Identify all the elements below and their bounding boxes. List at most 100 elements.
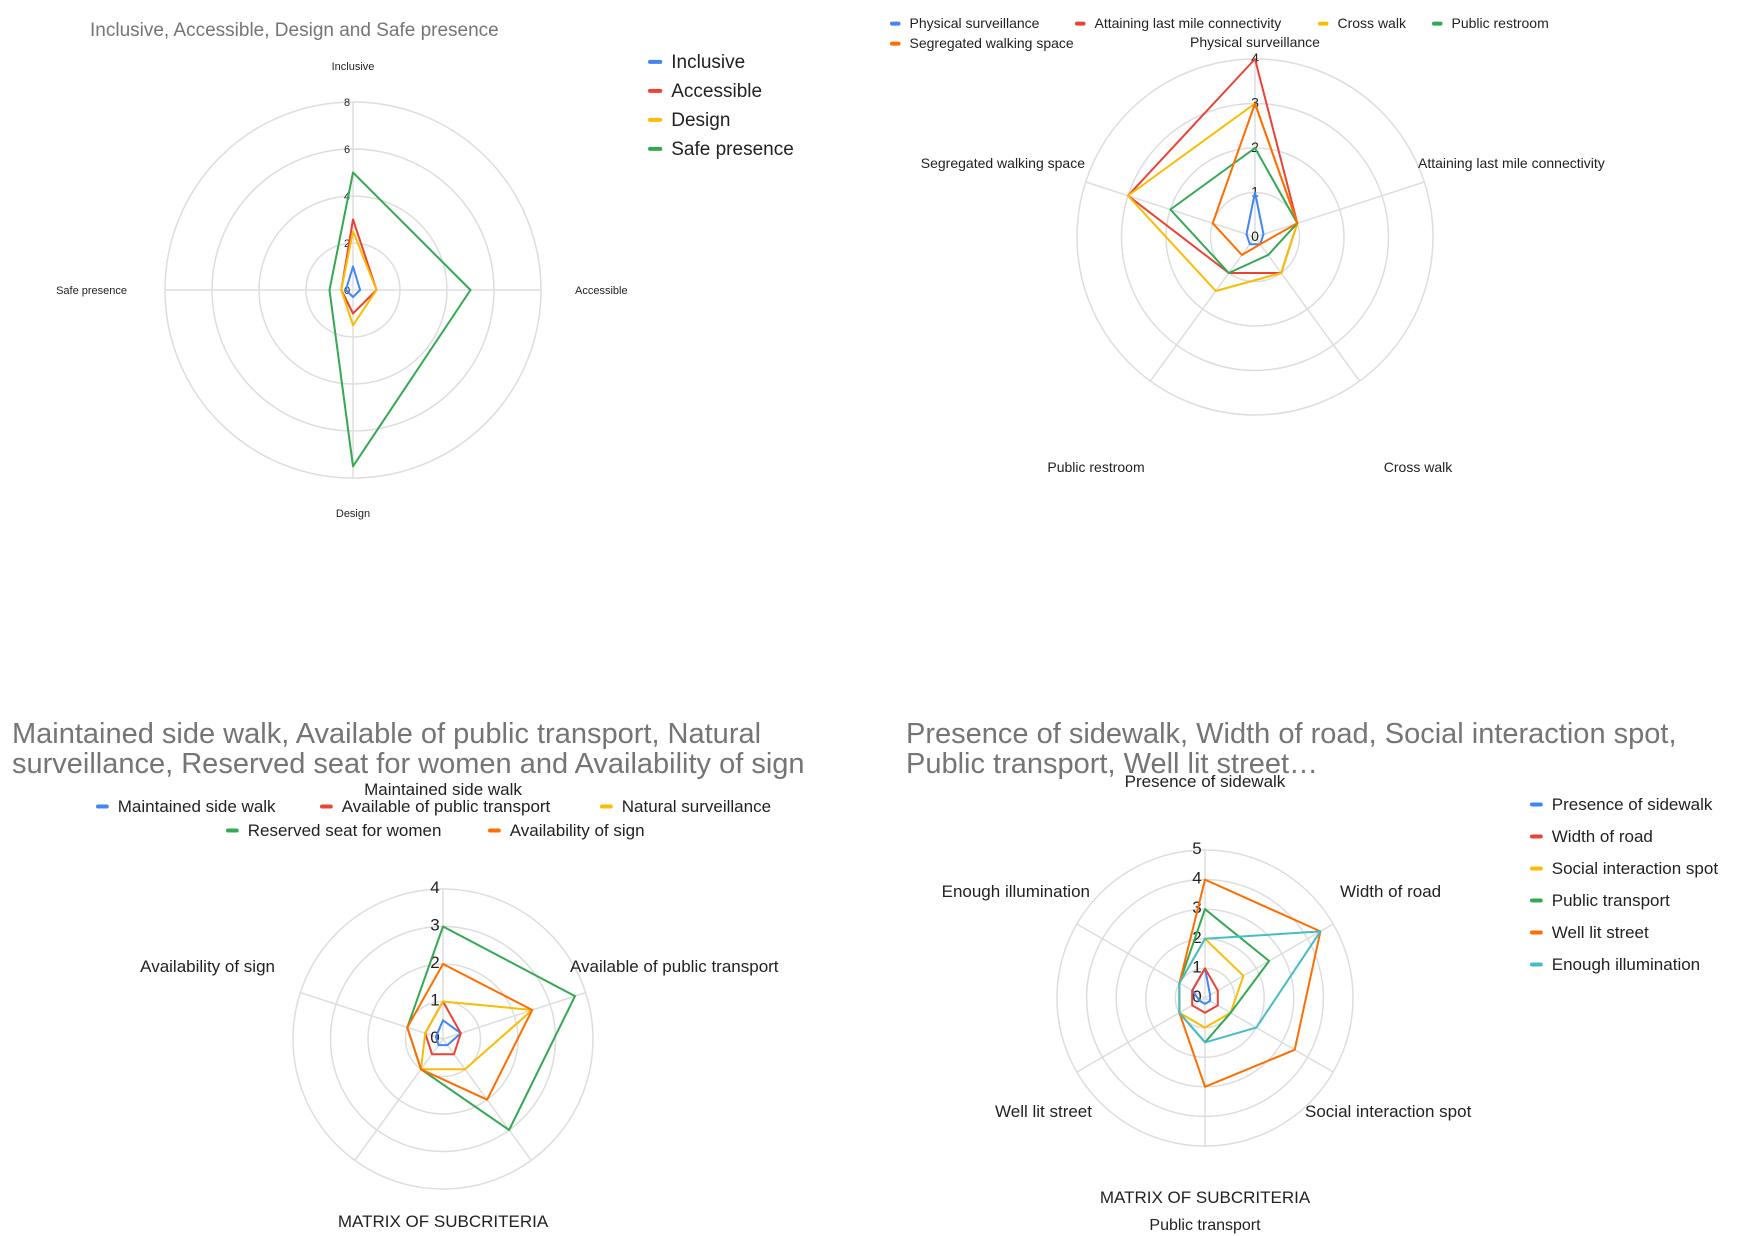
axis-label: Well lit street: [995, 1102, 1092, 1121]
series-line-public-restroom: [1169, 147, 1299, 274]
axis-label: Segregated walking space: [921, 155, 1085, 171]
series-line-safe-presence: [328, 171, 472, 468]
axis-label: Public restroom: [1047, 459, 1144, 475]
legend-swatch: [1530, 866, 1543, 871]
legend-swatch: [1530, 898, 1543, 903]
legend-swatch: [1432, 21, 1443, 26]
series-line-attaining-last-mile-connectivity: [1127, 58, 1299, 274]
legend-swatch: [1318, 21, 1329, 26]
tick-label: 1: [1251, 184, 1259, 200]
legend-item[interactable]: Maintained side walk: [96, 797, 276, 816]
legend-swatch: [1530, 962, 1543, 967]
legend-item[interactable]: Physical surveillance: [890, 15, 1040, 31]
legend-label: Maintained side walk: [118, 797, 276, 816]
legend-label: Accessible: [671, 81, 762, 102]
axis-label: Accessible: [575, 285, 628, 297]
chart-4-title-line-1: Presence of sidewalk, Width of road, Soc…: [906, 718, 1677, 750]
legend-item[interactable]: Inclusive: [648, 52, 745, 73]
legend-item[interactable]: Width of road: [1530, 827, 1653, 846]
series-line-width-of-road: [1191, 967, 1219, 1014]
chart-1-legend: Inclusive Accessible Design Safe presence: [648, 52, 794, 160]
series-line-enough-illumination: [1178, 930, 1322, 1044]
chart-1-title: Inclusive, Accessible, Design and Safe p…: [90, 20, 499, 41]
radar-chart-1: Inclusive, Accessible, Design and Safe p…: [56, 20, 794, 520]
legend-swatch: [648, 59, 663, 64]
axis-label: Safe presence: [56, 285, 127, 297]
legend-label: Attaining last mile connectivity: [1095, 15, 1282, 31]
legend-item[interactable]: Attaining last mile connectivity: [1075, 15, 1281, 31]
series-line-segregated-walking-space: [1211, 102, 1299, 256]
legend-item[interactable]: Enough illumination: [1530, 955, 1700, 974]
radar-chart-3: Maintained side walk, Available of publi…: [12, 718, 805, 1231]
series-line-natural-surveillance: [420, 1000, 534, 1071]
tick-label: 2: [1251, 139, 1259, 155]
tick-label: 8: [344, 97, 350, 109]
tick-label: 0: [1251, 228, 1259, 244]
legend-swatch: [320, 804, 333, 809]
legend-item[interactable]: Well lit street: [1530, 923, 1649, 942]
legend-label: Well lit street: [1552, 923, 1649, 942]
legend-item[interactable]: Cross walk: [1318, 15, 1407, 31]
legend-item[interactable]: Design: [648, 110, 730, 131]
tick-label: 1: [1192, 957, 1201, 976]
axis-label: Width of road: [1340, 882, 1441, 901]
legend-label: Natural surveillance: [622, 797, 771, 816]
legend-item[interactable]: Public transport: [1530, 891, 1670, 910]
legend-label: Public transport: [1552, 891, 1670, 910]
axis-spoke: [1254, 181, 1425, 238]
legend-swatch: [600, 804, 613, 809]
axis-label: Enough illumination: [942, 882, 1090, 901]
series-line-reserved-seat-for-women: [406, 925, 576, 1131]
legend-label: Public restroom: [1452, 15, 1549, 31]
tick-label: 6: [344, 144, 350, 156]
axis-label: Available of public transport: [570, 957, 779, 976]
legend-label: Reserved seat for women: [248, 821, 442, 840]
legend-item[interactable]: Natural surveillance: [600, 797, 771, 816]
legend-swatch: [890, 41, 901, 46]
legend-item[interactable]: Presence of sidewalk: [1530, 795, 1713, 814]
legend-item[interactable]: Safe presence: [648, 139, 794, 160]
legend-item[interactable]: Availability of sign: [488, 821, 645, 840]
legend-swatch: [1530, 930, 1543, 935]
legend-label: Safe presence: [671, 139, 794, 160]
axis-label: Design: [336, 508, 370, 520]
legend-swatch: [1530, 802, 1543, 807]
tick-label: 2: [344, 238, 350, 250]
legend-item[interactable]: Accessible: [648, 81, 762, 102]
legend-swatch: [226, 828, 239, 833]
tick-label: 2: [430, 953, 439, 972]
legend-swatch: [1530, 834, 1543, 839]
legend-swatch: [648, 117, 663, 122]
series-line-inclusive: [344, 265, 362, 299]
legend-item[interactable]: Available of public transport: [320, 797, 551, 816]
axis-label: Attaining last mile connectivity: [1418, 155, 1605, 171]
axis-spoke: [442, 991, 586, 1040]
axis-label: Maintained side walk: [364, 780, 522, 799]
axis-spoke: [354, 1038, 444, 1161]
legend-item[interactable]: Public restroom: [1432, 15, 1549, 31]
legend-swatch: [1075, 21, 1086, 26]
legend-item[interactable]: Segregated walking space: [890, 35, 1074, 51]
legend-item[interactable]: Reserved seat for women: [226, 821, 441, 840]
series-line-maintained-side-walk: [434, 1019, 462, 1047]
axis-label: Physical surveillance: [1190, 34, 1320, 50]
legend-label: Design: [671, 110, 730, 131]
axis-spoke: [1076, 923, 1206, 999]
axis-label: MATRIX OF SUBCRITERIA: [338, 1212, 549, 1231]
legend-item[interactable]: Social interaction spot: [1530, 859, 1718, 878]
legend-label: Width of road: [1552, 827, 1653, 846]
legend-label: Presence of sidewalk: [1552, 795, 1713, 814]
chart-4-bottom-caption: Public transport: [1149, 1217, 1261, 1234]
tick-label: 0: [430, 1028, 439, 1047]
series-line-availability-of-sign: [406, 963, 534, 1101]
axis-label: Inclusive: [332, 61, 375, 73]
legend-label: Available of public transport: [342, 797, 551, 816]
axis-spoke: [1204, 997, 1334, 1073]
series-line-design: [340, 230, 378, 327]
legend-swatch: [890, 21, 901, 26]
chart-3-title-line-2: surveillance, Reserved seat for women an…: [12, 748, 805, 780]
chart-3-legend: Maintained side walk Available of public …: [96, 797, 771, 840]
tick-label: 4: [344, 191, 350, 203]
chart-3-title-line-1: Maintained side walk, Available of publi…: [12, 718, 761, 750]
